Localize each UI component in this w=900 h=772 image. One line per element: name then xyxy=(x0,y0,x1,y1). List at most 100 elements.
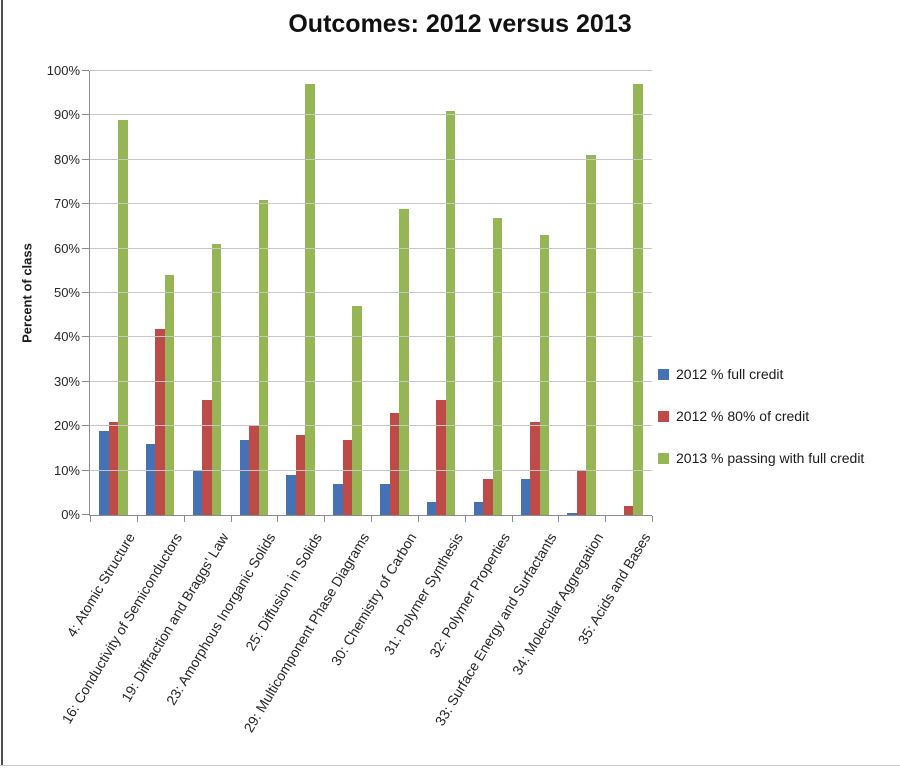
y-tick-label: 0% xyxy=(61,507,80,522)
y-tick-label: 90% xyxy=(53,107,80,123)
bar xyxy=(239,439,250,515)
bar xyxy=(380,483,390,515)
y-tick-label: 30% xyxy=(53,373,80,389)
y-tick-mark xyxy=(82,336,89,338)
bar-group xyxy=(184,71,231,515)
bar xyxy=(633,84,643,515)
legend-color-swatch-icon xyxy=(658,410,669,422)
bar xyxy=(623,506,634,515)
y-tick-mark xyxy=(82,514,89,515)
x-tick-mark xyxy=(464,516,466,522)
bar xyxy=(99,430,109,515)
bar-group xyxy=(605,71,652,515)
gridline xyxy=(90,469,652,471)
gridline xyxy=(90,70,652,71)
x-tick-mark xyxy=(324,516,326,522)
bar xyxy=(352,306,362,515)
legend-item: 2013 % passing with full credit xyxy=(658,450,864,466)
bar-group xyxy=(230,71,277,515)
x-tick-mark xyxy=(136,516,138,522)
bar xyxy=(530,421,540,515)
bar xyxy=(118,119,128,515)
bar xyxy=(576,470,587,515)
x-tick-mark xyxy=(371,516,372,522)
x-tick-mark xyxy=(230,516,232,522)
bar xyxy=(473,501,484,515)
y-tick-label: 40% xyxy=(53,329,80,345)
bar xyxy=(520,479,531,515)
bar xyxy=(295,435,306,515)
bar-group xyxy=(137,71,184,515)
bar xyxy=(492,217,503,515)
bar xyxy=(342,439,353,515)
x-tick-mark xyxy=(652,516,653,522)
x-tick-mark xyxy=(558,516,560,522)
bar xyxy=(145,443,156,515)
legend-item: 2012 % 80% of credit xyxy=(658,408,864,424)
gridline xyxy=(90,247,652,249)
bar xyxy=(211,244,222,515)
x-tick-mark xyxy=(417,516,419,522)
page-bottom-rule xyxy=(0,765,900,766)
bar-series-container xyxy=(90,71,652,515)
bar xyxy=(436,399,446,515)
y-tick-label: 100% xyxy=(46,63,80,78)
bar xyxy=(586,155,596,515)
bar xyxy=(258,199,269,515)
bar-group xyxy=(277,71,324,515)
legend-color-swatch-icon xyxy=(658,452,669,464)
y-tick-mark xyxy=(82,114,89,116)
bar xyxy=(202,399,212,515)
gridline xyxy=(90,336,652,338)
page-left-border xyxy=(1,0,3,766)
y-tick-mark xyxy=(82,292,89,293)
x-axis-line xyxy=(89,515,652,516)
bar xyxy=(426,501,437,515)
y-tick-mark xyxy=(82,158,89,160)
bar xyxy=(192,470,203,515)
y-tick-mark xyxy=(82,469,89,471)
legend: 2012 % full credit 2012 % 80% of credit 20… xyxy=(658,366,864,466)
legend-color-swatch-icon xyxy=(658,368,669,380)
bar-group xyxy=(371,71,418,515)
chart-title: Outcomes: 2012 versus 2013 xyxy=(288,10,632,38)
bar-group xyxy=(90,71,137,515)
gridline xyxy=(90,425,652,427)
legend-label: 2012 % 80% of credit xyxy=(676,408,810,424)
bar xyxy=(389,412,400,515)
bar xyxy=(286,475,296,515)
y-tick-label: 70% xyxy=(53,196,80,212)
y-tick-label: 50% xyxy=(53,285,80,300)
y-tick-label: 10% xyxy=(53,462,80,478)
legend-label: 2013 % passing with full credit xyxy=(676,450,865,466)
x-tick-mark xyxy=(605,516,607,522)
bar xyxy=(567,512,577,515)
legend-item: 2012 % full credit xyxy=(658,366,864,382)
x-tick-mark xyxy=(277,516,279,522)
bar xyxy=(539,235,550,515)
bar xyxy=(108,421,119,515)
legend-label: 2012 % full credit xyxy=(676,366,784,382)
gridline xyxy=(90,203,652,205)
bar xyxy=(333,483,343,515)
bar xyxy=(399,208,409,515)
y-tick-mark xyxy=(82,70,89,71)
bar xyxy=(164,275,175,515)
gridline xyxy=(90,292,652,293)
y-tick-label: 60% xyxy=(53,240,80,256)
bar-group xyxy=(465,71,512,515)
x-tick-mark xyxy=(183,516,185,522)
bar xyxy=(155,328,165,515)
gridline xyxy=(90,380,652,382)
bar xyxy=(483,479,493,515)
plot-area: 0% 10% 20% 30% 40% 50% 60% 70% 80% 90% 100% xyxy=(47,63,653,522)
bar-group xyxy=(324,71,371,515)
bar-group xyxy=(511,71,558,515)
x-tick-mark xyxy=(90,516,91,522)
y-tick-mark xyxy=(82,380,89,382)
bar xyxy=(445,110,456,515)
y-tick-mark xyxy=(82,425,89,427)
x-tick-mark xyxy=(511,516,513,522)
y-tick-label: 80% xyxy=(53,151,80,167)
